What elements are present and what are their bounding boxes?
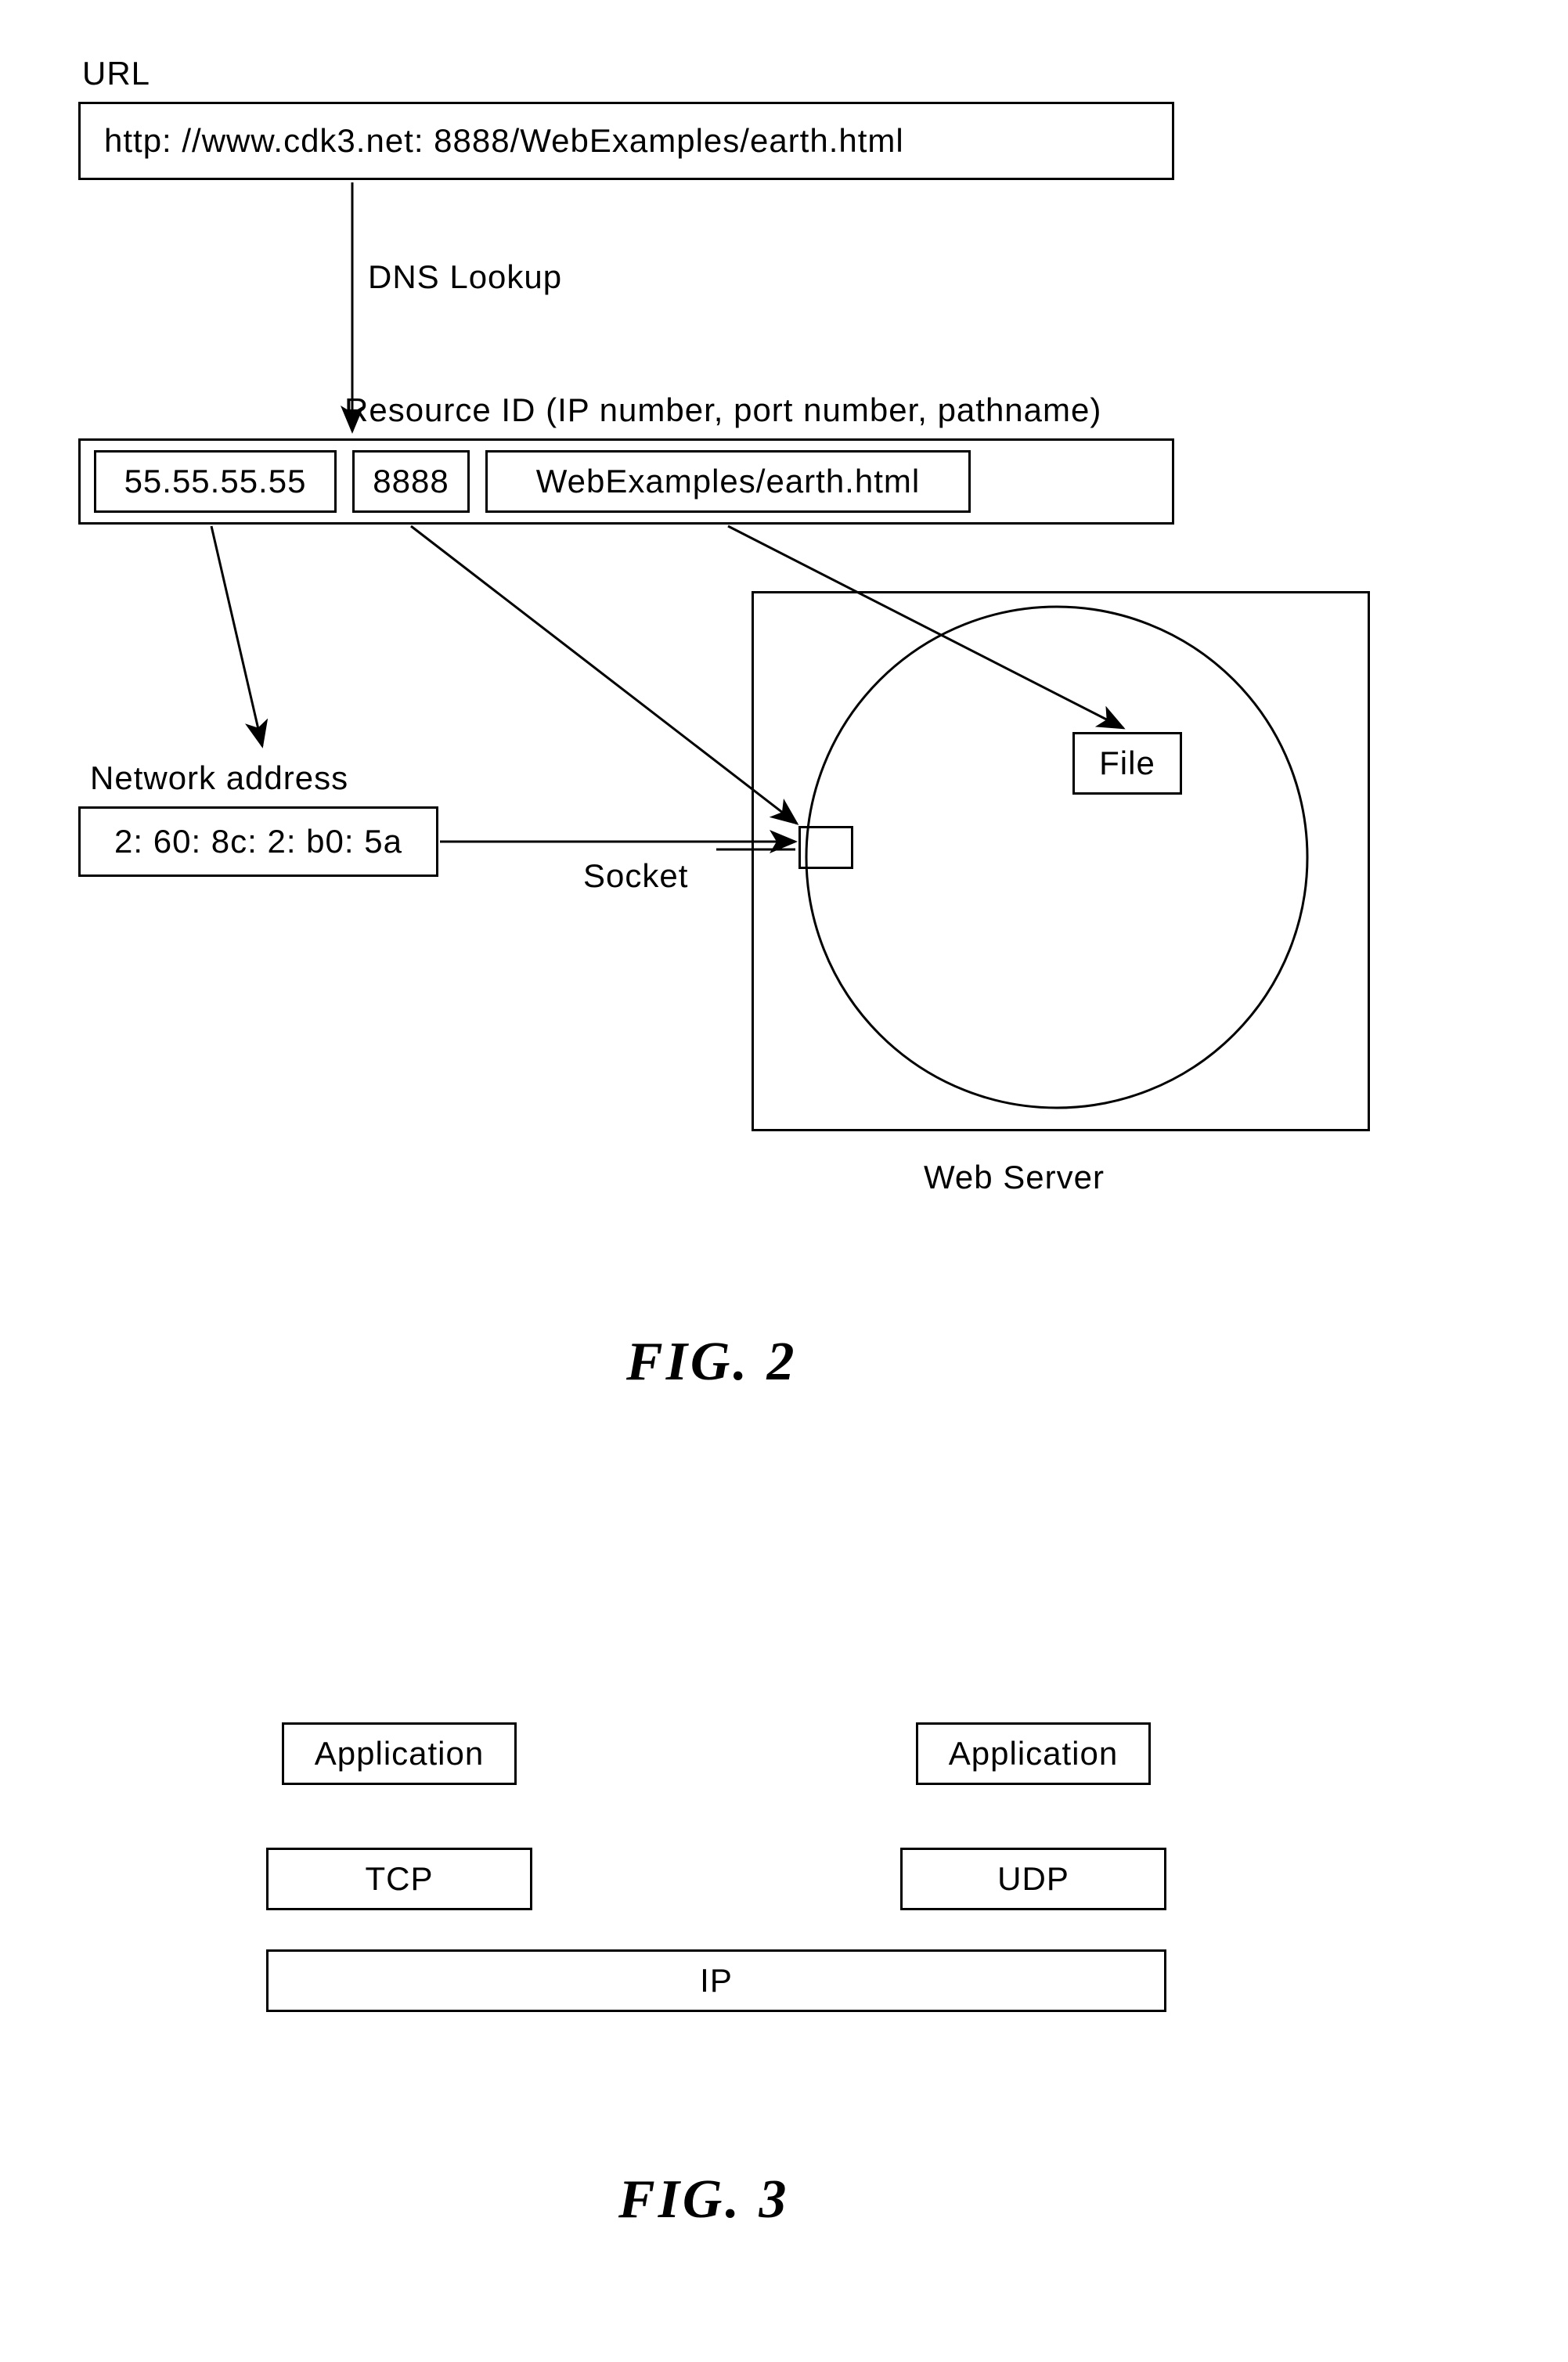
tcp-text: TCP — [366, 1860, 434, 1898]
tcp-box: TCP — [266, 1848, 532, 1910]
file-box: File — [1072, 732, 1182, 795]
app2-text: Application — [949, 1735, 1118, 1772]
dns-lookup-label: DNS Lookup — [368, 258, 562, 296]
app1-box: Application — [282, 1722, 517, 1785]
app2-box: Application — [916, 1722, 1151, 1785]
port-text: 8888 — [373, 463, 449, 500]
ip-box: 55.55.55.55 — [94, 450, 337, 513]
file-text: File — [1099, 745, 1155, 782]
ip-layer-box: IP — [266, 1949, 1166, 2012]
url-text: http: //www.cdk3.net: 8888/WebExamples/e… — [104, 122, 904, 160]
network-address-box: 2: 60: 8c: 2: b0: 5a — [78, 806, 438, 877]
network-address-label: Network address — [90, 759, 348, 797]
web-server-label: Web Server — [924, 1159, 1105, 1196]
url-label: URL — [82, 55, 150, 92]
arrow-ip-to-network — [211, 526, 262, 746]
url-box: http: //www.cdk3.net: 8888/WebExamples/e… — [78, 102, 1174, 180]
socket-label: Socket — [583, 857, 688, 895]
path-box: WebExamples/earth.html — [485, 450, 971, 513]
fig2-caption: FIG. 2 — [626, 1331, 797, 1394]
arrow-port-to-socket — [411, 526, 797, 824]
udp-text: UDP — [997, 1860, 1069, 1898]
port-box: 8888 — [352, 450, 470, 513]
ip-layer-text: IP — [700, 1962, 733, 2000]
resource-id-label: Resource ID (IP number, port number, pat… — [344, 391, 1101, 429]
udp-box: UDP — [900, 1848, 1166, 1910]
ip-text: 55.55.55.55 — [124, 463, 307, 500]
socket-box — [798, 826, 853, 869]
app1-text: Application — [315, 1735, 484, 1772]
path-text: WebExamples/earth.html — [536, 463, 920, 500]
network-address-text: 2: 60: 8c: 2: b0: 5a — [114, 823, 402, 860]
fig3-caption: FIG. 3 — [618, 2169, 789, 2231]
diagram-canvas: URL http: //www.cdk3.net: 8888/WebExampl… — [0, 0, 1568, 2362]
